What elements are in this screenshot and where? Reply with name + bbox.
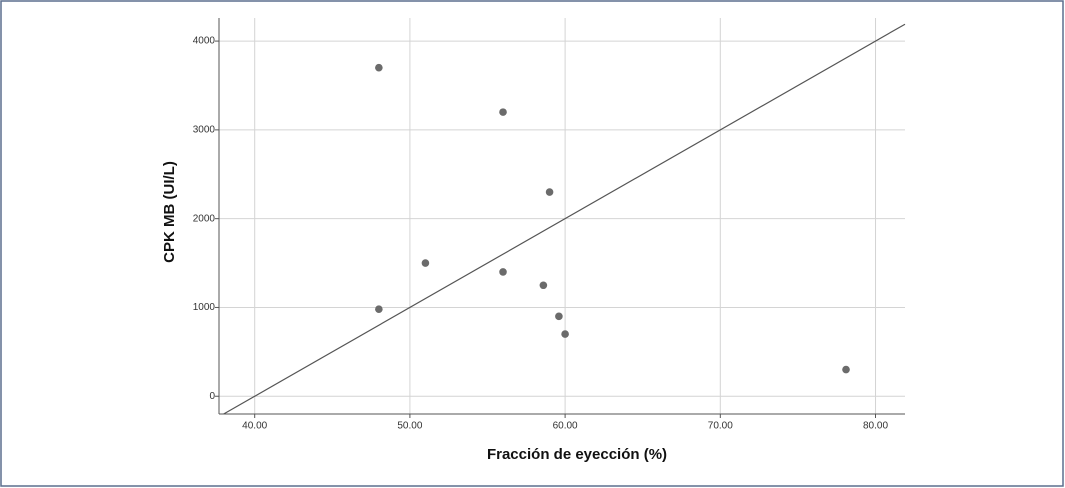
y-tick-label: 0 bbox=[209, 391, 215, 402]
x-tick-label: 60.00 bbox=[553, 421, 578, 432]
y-tick-label: 4000 bbox=[193, 36, 216, 47]
y-tick-label: 1000 bbox=[193, 302, 216, 313]
x-tick-label: 70.00 bbox=[708, 421, 733, 432]
y-tick-label: 2000 bbox=[193, 213, 216, 224]
y-axis-label: CPK MB (UI/L) bbox=[161, 161, 178, 263]
point bbox=[561, 330, 569, 338]
point bbox=[421, 259, 430, 267]
point bbox=[545, 188, 554, 196]
point bbox=[499, 108, 507, 116]
x-tick-label: 80.00 bbox=[863, 421, 888, 432]
point bbox=[555, 312, 563, 321]
point bbox=[842, 365, 850, 374]
point bbox=[539, 281, 548, 290]
x-axis-label: Fracción de eyección (%) bbox=[487, 446, 667, 463]
x-tick-label: 50.00 bbox=[397, 421, 422, 432]
y-tick-label: 3000 bbox=[193, 125, 216, 136]
fit-line bbox=[223, 23, 906, 415]
x-tick-label: 40.00 bbox=[242, 421, 267, 432]
point bbox=[375, 63, 383, 72]
point bbox=[375, 305, 383, 314]
point bbox=[499, 268, 507, 276]
